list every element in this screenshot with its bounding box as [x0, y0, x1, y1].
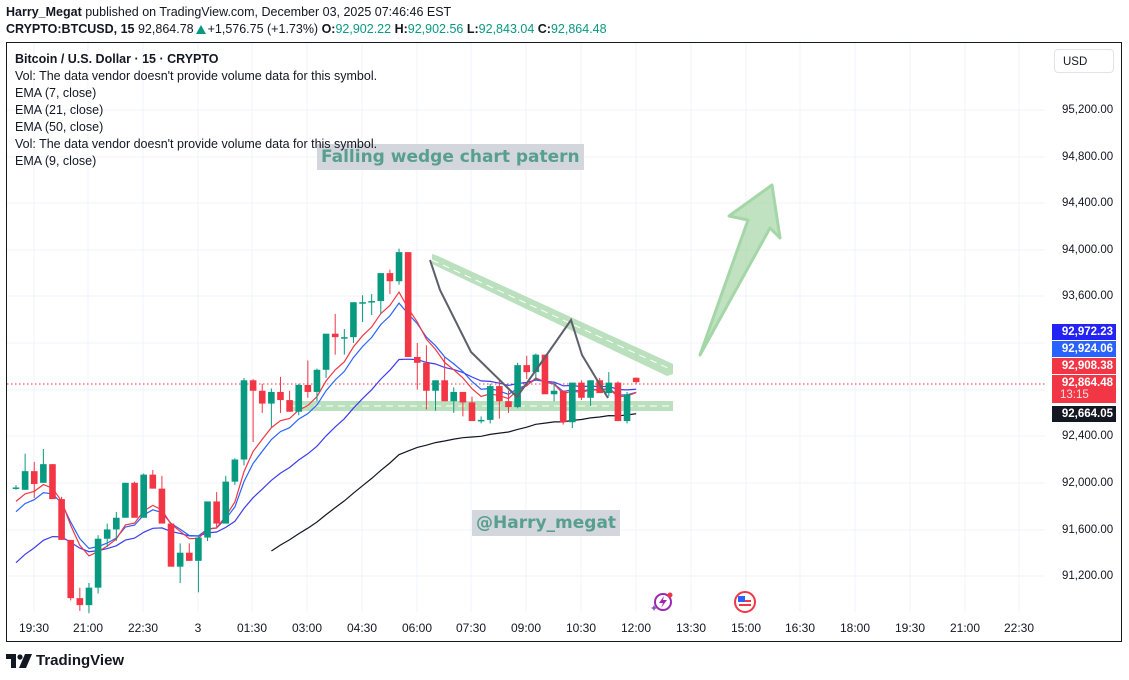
price-tick: 95,200.00: [1062, 104, 1114, 116]
falling-wedge-drawing: [290, 254, 673, 411]
time-tick: 15:00: [730, 621, 762, 635]
open-label: O:: [321, 22, 336, 36]
legend-item-ema-7[interactable]: EMA (7, close): [15, 86, 97, 100]
tradingview-logo-icon: [6, 653, 32, 668]
time-tick: 04:30: [346, 621, 378, 635]
price-tick: 91,200.00: [1062, 570, 1114, 582]
legend-item-ema-50[interactable]: EMA (50, close): [15, 120, 104, 134]
legend-item-volume-2[interactable]: Vol: The data vendor doesn't provide vol…: [15, 137, 378, 151]
legend-title[interactable]: Bitcoin / U.S. Dollar · 15 · CRYPTO: [15, 52, 219, 66]
author-name[interactable]: Harry_Megat: [6, 5, 82, 19]
legend-item-ema-9[interactable]: EMA (9, close): [15, 154, 97, 168]
last-price: 92,864.78: [137, 22, 194, 36]
price-badge: 92,924.06: [1052, 341, 1116, 357]
close-label: C:: [537, 22, 551, 36]
chart-frame[interactable]: [6, 42, 1122, 642]
breakout-arrow-drawing: [698, 183, 782, 357]
price-tick: 94,400.00: [1062, 197, 1114, 209]
time-tick: 21:00: [949, 621, 981, 635]
up-triangle-icon: [195, 25, 206, 34]
price-tick: 94,000.00: [1062, 244, 1114, 256]
time-tick: 19:30: [894, 621, 926, 635]
price-badge: 92,664.05: [1052, 406, 1116, 422]
price-change: +1,576.75 (+1.73%): [207, 22, 319, 36]
time-tick: 22:30: [1003, 621, 1035, 635]
candlestick-series: [12, 248, 640, 614]
price-tick: 92,400.00: [1062, 430, 1114, 442]
time-tick: 19:30: [18, 621, 50, 635]
time-tick: 01:30: [236, 621, 268, 635]
lightning-event-icon[interactable]: [650, 591, 674, 613]
price-tick: 94,800.00: [1062, 151, 1114, 163]
time-tick: 22:30: [127, 621, 159, 635]
price-tick: 93,600.00: [1062, 290, 1114, 302]
time-tick: 03:00: [291, 621, 323, 635]
us-flag-event-icon[interactable]: [734, 591, 756, 613]
brand-text: TradingView: [36, 652, 125, 669]
symbol-label: CRYPTO:BTCUSD, 15: [6, 22, 135, 36]
published-text: published on TradingView.com, December 0…: [85, 5, 452, 19]
time-tick: 06:00: [401, 621, 433, 635]
watermark-label[interactable]: @Harry_megat: [472, 510, 621, 536]
price-tick: 91,600.00: [1062, 524, 1114, 536]
time-tick: 21:00: [72, 621, 104, 635]
price-badge: 92,864.48: [1052, 375, 1116, 391]
time-tick: 3: [194, 621, 202, 635]
legend-item-ema-21[interactable]: EMA (21, close): [15, 103, 104, 117]
low-value: 92,843.04: [478, 22, 535, 36]
publish-line: Harry_Megat published on TradingView.com…: [6, 4, 607, 21]
chart-legend: Bitcoin / U.S. Dollar · 15 · CRYPTO Vol:…: [15, 51, 377, 170]
time-tick: 09:00: [510, 621, 542, 635]
price-tick: 92,000.00: [1062, 477, 1114, 489]
price-badge: 92,908.38: [1052, 358, 1116, 374]
time-tick: 13:30: [675, 621, 707, 635]
time-tick: 12:00: [620, 621, 652, 635]
time-tick: 10:30: [565, 621, 597, 635]
currency-button[interactable]: USD: [1054, 49, 1114, 73]
close-value: 92,864.48: [550, 22, 607, 36]
pattern-label[interactable]: Falling wedge chart patern: [317, 144, 584, 170]
price-badge: 92,972.23: [1052, 324, 1116, 340]
publish-header: Harry_Megat published on TradingView.com…: [6, 4, 607, 38]
zigzag-wave-drawing: [429, 259, 609, 399]
tradingview-brand[interactable]: TradingView: [6, 652, 124, 669]
time-tick: 07:30: [455, 621, 487, 635]
high-value: 92,902.56: [407, 22, 464, 36]
low-label: L:: [466, 22, 479, 36]
open-value: 92,902.22: [335, 22, 392, 36]
time-tick: 16:30: [784, 621, 816, 635]
time-tick: 18:00: [839, 621, 871, 635]
price-chart-canvas[interactable]: [7, 43, 1121, 641]
high-label: H:: [394, 22, 408, 36]
symbol-ohlc-line: CRYPTO:BTCUSD, 15 92,864.78 +1,576.75 (+1…: [6, 21, 607, 38]
legend-item-volume[interactable]: Vol: The data vendor doesn't provide vol…: [15, 69, 378, 83]
ema-7-line: [15, 290, 637, 557]
price-badge: 13:15: [1052, 389, 1116, 403]
